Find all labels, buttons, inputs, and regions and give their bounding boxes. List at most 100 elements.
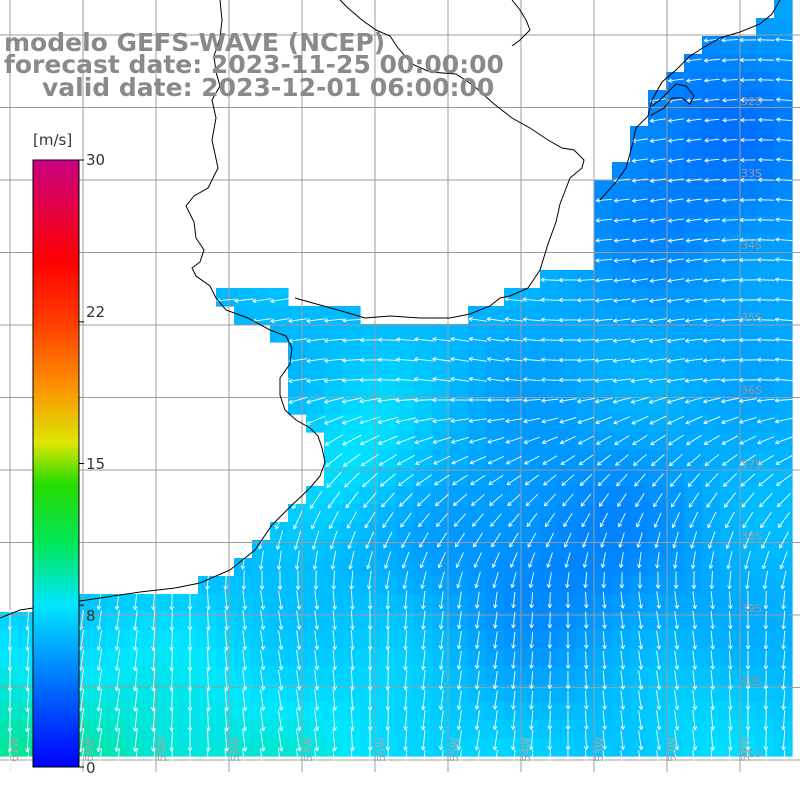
wind-arrow — [613, 198, 630, 203]
wind-arrow — [546, 572, 552, 588]
wind-arrow — [620, 730, 626, 750]
wind-arrow — [577, 297, 595, 303]
wind-speed-cell — [270, 576, 289, 595]
wind-speed-cell — [486, 504, 505, 523]
wind-arrow — [132, 609, 138, 631]
wind-speed-cell — [306, 360, 325, 379]
wind-arrow — [295, 570, 301, 590]
wind-speed-cell — [774, 558, 793, 577]
wind-arrow — [456, 749, 462, 771]
wind-arrow — [332, 709, 338, 731]
wind-arrow — [522, 317, 541, 322]
wind-arrow — [486, 336, 505, 342]
wind-arrow — [577, 397, 595, 404]
wind-speed-cell — [468, 378, 487, 397]
wind-arrow — [649, 318, 667, 324]
wind-arrow — [366, 551, 373, 570]
wind-arrow — [474, 670, 480, 690]
wind-speed-cell — [666, 702, 685, 721]
wind-arrow — [419, 532, 429, 548]
wind-arrow — [259, 570, 265, 590]
wind-speed-cell — [774, 108, 793, 127]
wind-arrow — [396, 357, 416, 362]
wind-arrow — [758, 117, 774, 123]
wind-arrow — [686, 218, 702, 223]
wind-speed-cell — [648, 540, 667, 559]
wind-arrow — [306, 318, 326, 324]
wind-arrow — [630, 397, 649, 404]
wind-arrow — [456, 611, 462, 630]
wind-speed-cell — [216, 594, 235, 613]
wind-speed-cell — [342, 720, 361, 739]
wind-speed-cell — [756, 126, 775, 145]
wind-arrow — [278, 590, 284, 610]
wind-arrow — [756, 297, 775, 303]
wind-arrow — [601, 572, 607, 589]
wind-arrow — [342, 318, 362, 323]
wind-arrow — [703, 318, 721, 323]
wind-arrow — [313, 570, 319, 590]
wind-arrow — [602, 750, 607, 770]
wind-speed-cell — [720, 522, 739, 541]
wind-speed-cell — [396, 360, 415, 379]
wind-speed-cell — [594, 360, 613, 379]
wind-speed-cell — [684, 288, 703, 307]
wind-speed-cell — [324, 342, 343, 361]
wind-speed-cell — [360, 432, 379, 451]
wind-arrow — [739, 317, 757, 323]
wind-speed-cell — [324, 360, 343, 379]
wind-speed-cell — [720, 180, 739, 199]
wind-speed-cell — [540, 432, 559, 451]
wind-speed-cell — [558, 522, 577, 541]
wind-arrow — [367, 669, 373, 691]
wind-arrow — [332, 729, 338, 752]
wind-arrow — [561, 474, 575, 486]
wind-speed-cell — [630, 468, 649, 487]
wind-arrow — [416, 474, 432, 486]
wind-speed-cell — [576, 558, 595, 577]
wind-speed-cell — [648, 432, 667, 451]
wind-arrow — [395, 417, 417, 424]
wind-speed-cell — [702, 234, 721, 253]
wind-speed-cell — [198, 738, 217, 757]
wind-speed-cell — [360, 342, 379, 361]
wind-arrow — [350, 590, 355, 610]
wind-arrow — [224, 669, 229, 691]
wind-arrow — [381, 492, 395, 508]
wind-arrow — [421, 650, 426, 671]
wind-speed-cell — [360, 504, 379, 523]
wind-arrow — [781, 590, 786, 610]
wind-arrow — [403, 590, 408, 610]
wind-speed-cell — [540, 288, 559, 307]
wind-speed-cell — [486, 360, 505, 379]
wind-speed-cell — [306, 738, 325, 757]
wind-arrow — [242, 590, 248, 610]
wind-speed-cell — [450, 450, 469, 469]
wind-arrow — [723, 473, 737, 487]
wind-speed-cell — [234, 558, 253, 577]
wind-arrow — [638, 670, 644, 690]
wind-speed-cell — [306, 324, 325, 343]
wind-arrow — [332, 669, 337, 691]
wind-arrow — [745, 630, 751, 650]
wind-arrow — [618, 552, 624, 569]
wind-arrow — [456, 650, 462, 670]
wind-arrow — [685, 397, 703, 404]
wind-arrow — [490, 513, 502, 527]
wind-speed-cell — [486, 396, 505, 415]
wind-speed-cell — [648, 702, 667, 721]
wind-speed-cell — [738, 432, 757, 451]
wind-arrow — [242, 709, 248, 732]
wind-arrow — [385, 709, 391, 731]
wind-arrow — [686, 178, 702, 183]
wind-arrow — [511, 651, 516, 669]
wind-speed-cell — [666, 504, 685, 523]
wind-arrow — [704, 138, 720, 143]
wind-speed-cell — [90, 720, 109, 739]
lon-label: 58W — [229, 737, 242, 762]
wind-arrow — [434, 474, 450, 486]
wind-arrow — [488, 474, 504, 486]
wind-arrow — [614, 435, 630, 445]
wind-arrow — [774, 317, 793, 322]
wind-arrow — [739, 237, 757, 243]
